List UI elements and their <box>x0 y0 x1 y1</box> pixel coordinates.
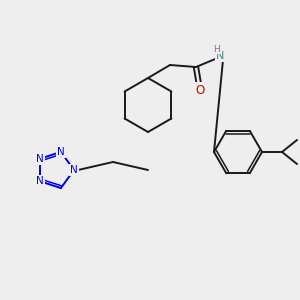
Text: N: N <box>36 176 43 186</box>
Text: N: N <box>70 165 78 175</box>
Text: H: H <box>213 44 219 53</box>
Text: O: O <box>195 83 205 97</box>
Text: N: N <box>216 51 224 61</box>
Text: N: N <box>57 147 65 157</box>
Text: N: N <box>36 154 43 164</box>
